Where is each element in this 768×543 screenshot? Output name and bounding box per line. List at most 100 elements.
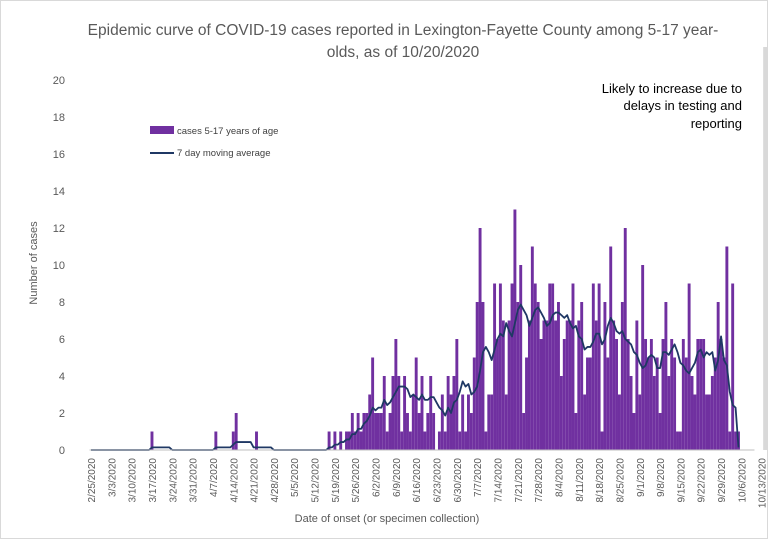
case-bar [710, 376, 714, 450]
case-bar [432, 413, 436, 450]
y-tick-label: 18 [53, 112, 65, 124]
case-bar [501, 320, 505, 450]
case-bar [353, 431, 357, 450]
x-tick-label: 3/10/2020 [128, 458, 139, 503]
case-bar [385, 431, 389, 450]
case-bar [496, 339, 499, 450]
y-tick-label: 10 [53, 260, 65, 272]
case-bar [461, 394, 465, 450]
case-bar [516, 302, 520, 450]
case-bar [374, 413, 377, 450]
case-bar [716, 302, 720, 450]
case-bar [580, 302, 584, 450]
case-bar [452, 376, 456, 450]
case-bar [615, 339, 618, 450]
case-bar [559, 376, 563, 450]
case-bar [664, 302, 668, 450]
case-bar [554, 320, 558, 450]
case-bar [530, 246, 534, 450]
case-bar [693, 394, 697, 450]
case-bar [681, 339, 685, 450]
case-bar [150, 431, 154, 450]
case-bar [519, 265, 523, 450]
case-bar [562, 339, 566, 450]
y-tick-label: 0 [59, 445, 65, 457]
x-tick-label: 9/1/2020 [636, 458, 647, 497]
case-bar [234, 413, 238, 450]
case-bar [699, 339, 703, 450]
case-bar [437, 431, 441, 450]
case-bar [609, 246, 613, 450]
case-bar [440, 394, 444, 450]
case-bar [533, 283, 537, 450]
case-bar [522, 413, 526, 450]
case-bar [400, 431, 404, 450]
case-bar [403, 376, 407, 450]
x-tick-label: 5/26/2020 [351, 458, 362, 503]
x-tick-label: 3/24/2020 [168, 458, 179, 503]
case-bar [449, 394, 453, 450]
x-tick-label: 4/14/2020 [229, 458, 240, 503]
case-bar [490, 394, 494, 450]
case-bar [345, 431, 348, 450]
case-bar [429, 376, 433, 450]
case-bar [586, 357, 589, 450]
case-bar [458, 431, 462, 450]
y-tick-label: 8 [59, 297, 65, 309]
case-bar [673, 357, 677, 450]
case-bar [423, 431, 427, 450]
x-tick-label: 9/8/2020 [656, 458, 667, 497]
x-tick-label: 7/21/2020 [514, 458, 525, 503]
x-tick-label: 7/28/2020 [534, 458, 545, 503]
case-bar [388, 413, 392, 450]
x-tick-label: 10/13/2020 [758, 458, 767, 508]
case-bar [635, 320, 639, 450]
case-bar [350, 413, 354, 450]
x-tick-label: 6/30/2020 [453, 458, 464, 503]
case-bar [406, 413, 409, 450]
x-tick-label: 6/16/2020 [412, 458, 423, 503]
y-tick-label: 4 [59, 371, 65, 383]
y-axis-title: Number of cases [28, 221, 40, 305]
x-tick-label: 5/5/2020 [290, 458, 301, 497]
case-bar [376, 413, 380, 450]
case-bar [446, 376, 450, 450]
annotation-line2: delays in testing and [623, 98, 742, 113]
case-bar [629, 376, 633, 450]
case-bar [493, 283, 497, 450]
x-tick-label: 10/6/2020 [737, 458, 748, 503]
case-bar [728, 431, 732, 450]
case-bar [731, 283, 735, 450]
case-bar [507, 320, 511, 450]
case-bar [734, 431, 738, 450]
case-bar [551, 283, 555, 450]
x-tick-label: 8/11/2020 [575, 458, 586, 502]
x-tick-label: 9/29/2020 [717, 458, 728, 503]
case-bar [394, 339, 398, 450]
x-tick-label: 9/22/2020 [697, 458, 708, 503]
case-bar [548, 283, 552, 450]
chart-title-line1: Epidemic curve of COVID-19 cases reporte… [88, 22, 719, 39]
case-bar [568, 320, 572, 450]
case-bar [478, 228, 482, 450]
case-bar [397, 376, 401, 450]
case-bar [371, 357, 375, 450]
case-bar [594, 320, 598, 450]
case-bar [696, 339, 700, 450]
case-bar [417, 413, 421, 450]
x-tick-label: 5/19/2020 [331, 458, 342, 503]
x-tick-label: 3/3/2020 [107, 458, 118, 497]
case-bar [333, 431, 337, 450]
case-bar [356, 413, 360, 450]
x-tick-label: 4/21/2020 [250, 458, 261, 503]
case-bar [690, 376, 694, 450]
case-bar [513, 209, 517, 450]
case-bar [414, 357, 418, 450]
case-bar [670, 339, 674, 450]
case-bar [588, 357, 592, 450]
case-bar [542, 320, 546, 450]
delay-annotation: Likely to increase due to delays in test… [602, 81, 742, 131]
case-bar [467, 394, 470, 450]
case-bar [455, 339, 459, 450]
